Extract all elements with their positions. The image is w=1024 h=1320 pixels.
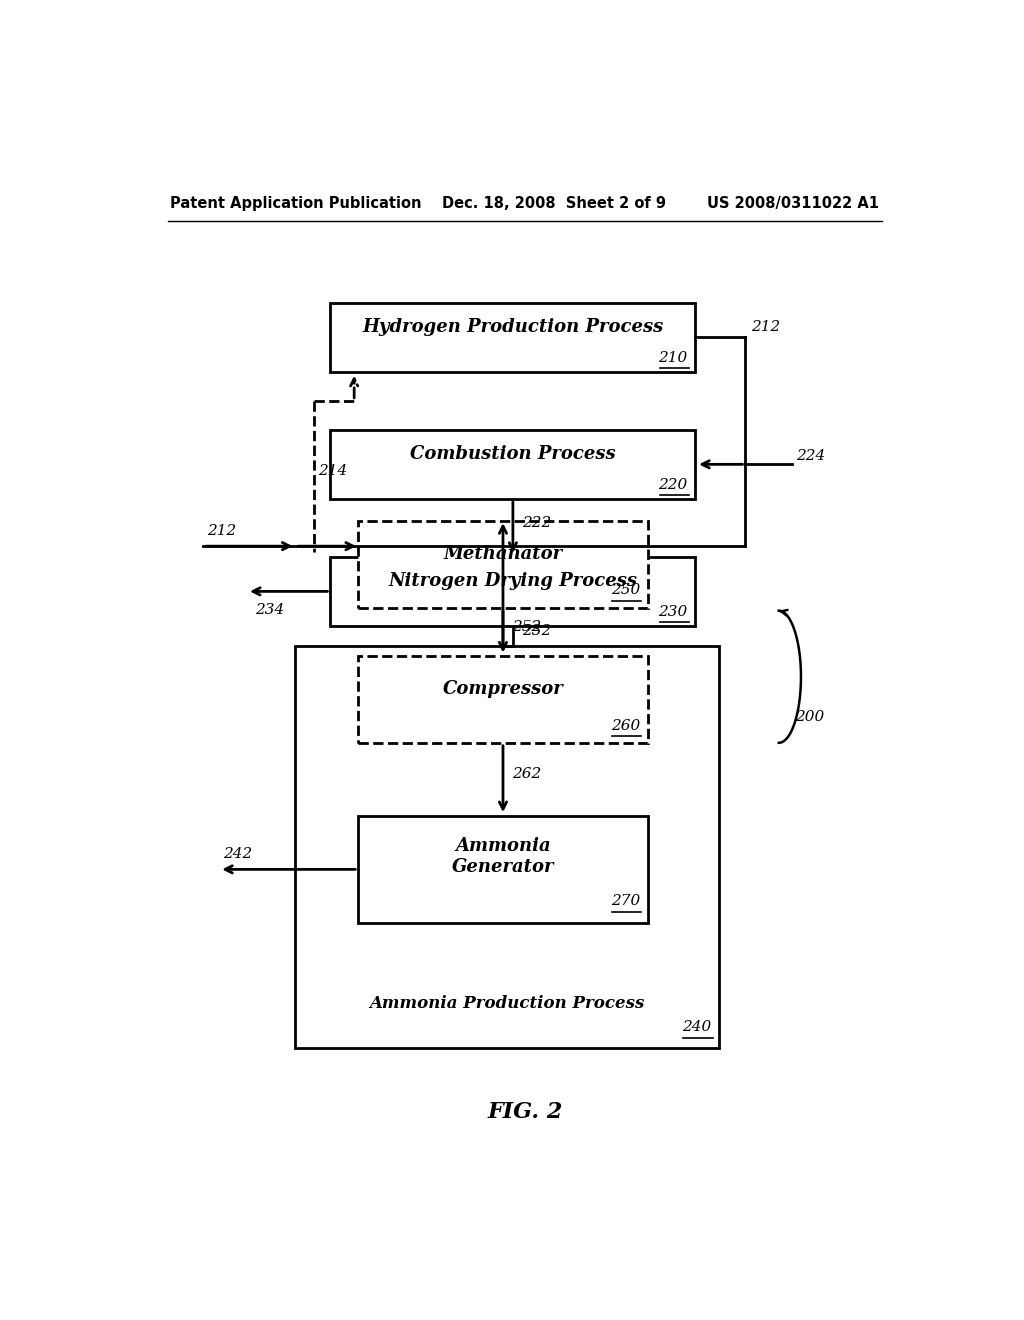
Text: 252: 252 <box>512 620 542 634</box>
Text: Nitrogen Drying Process: Nitrogen Drying Process <box>388 573 637 590</box>
Text: Ammonia Production Process: Ammonia Production Process <box>370 994 645 1011</box>
Text: 214: 214 <box>318 463 348 478</box>
Text: 200: 200 <box>795 710 824 725</box>
Text: 262: 262 <box>512 767 542 781</box>
Text: 260: 260 <box>610 718 640 733</box>
Text: 240: 240 <box>682 1020 712 1035</box>
Text: 212: 212 <box>207 524 237 539</box>
Bar <box>295 647 719 1048</box>
Text: Hydrogen Production Process: Hydrogen Production Process <box>362 318 664 337</box>
Text: 210: 210 <box>658 351 687 366</box>
Text: 224: 224 <box>797 449 825 463</box>
Text: FIG. 2: FIG. 2 <box>487 1101 562 1123</box>
Text: Methanator: Methanator <box>443 545 562 564</box>
Bar <box>331 302 695 372</box>
Text: 242: 242 <box>223 847 253 861</box>
Bar <box>358 816 648 923</box>
Bar <box>358 656 648 743</box>
Text: Combustion Process: Combustion Process <box>410 445 615 463</box>
Text: 230: 230 <box>658 605 687 619</box>
Text: Ammonia
Generator: Ammonia Generator <box>452 837 554 875</box>
Text: 234: 234 <box>255 603 285 616</box>
Text: 222: 222 <box>522 516 552 529</box>
Bar <box>331 430 695 499</box>
Bar <box>358 521 648 607</box>
Text: Compressor: Compressor <box>442 681 563 698</box>
Text: 212: 212 <box>751 321 780 334</box>
Text: 270: 270 <box>610 895 640 908</box>
Text: 250: 250 <box>610 583 640 598</box>
Text: Patent Application Publication    Dec. 18, 2008  Sheet 2 of 9        US 2008/031: Patent Application Publication Dec. 18, … <box>170 195 880 211</box>
Text: 232: 232 <box>522 624 552 638</box>
Bar <box>331 557 695 626</box>
Text: 220: 220 <box>658 478 687 492</box>
